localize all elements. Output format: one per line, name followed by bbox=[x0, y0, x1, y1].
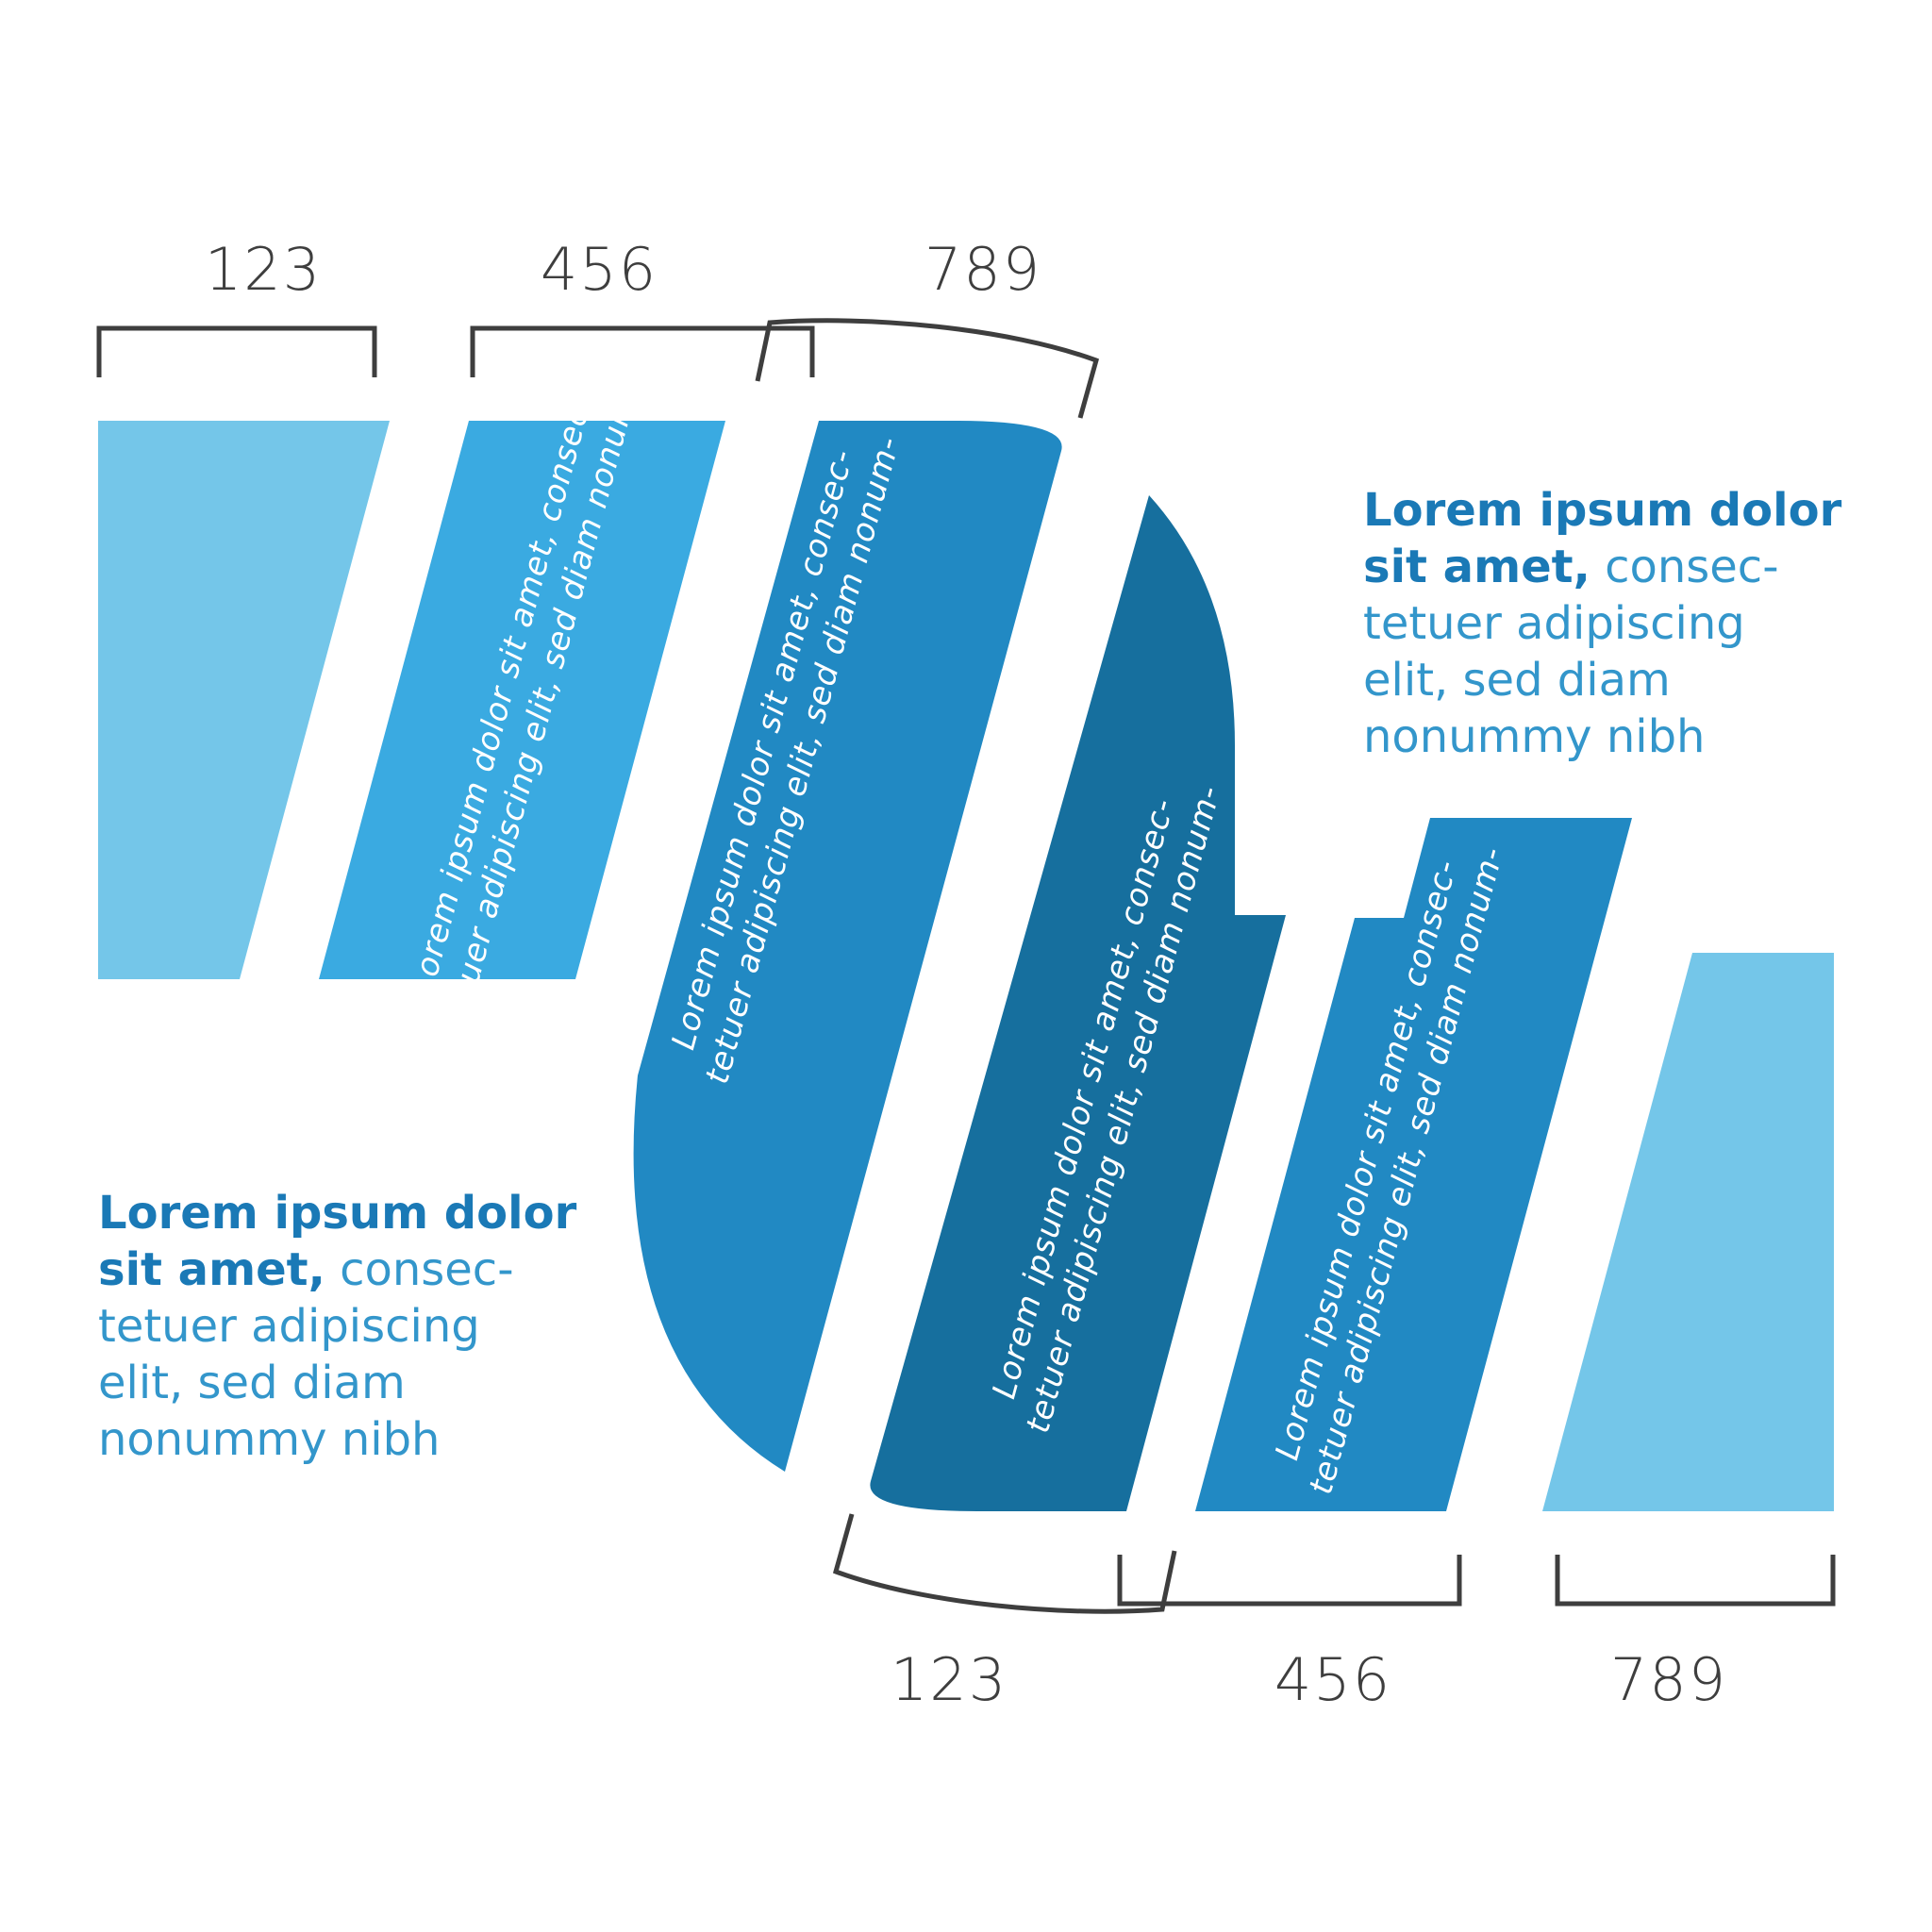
paragraph-line: Lorem ipsum dolor bbox=[98, 1187, 577, 1240]
bar-bottom-789 bbox=[1542, 953, 1834, 1511]
label-top-123: 123 bbox=[204, 235, 323, 304]
bracket-top-789 bbox=[755, 318, 1100, 419]
bracket-bottom-456 bbox=[1117, 1555, 1462, 1607]
bar-bottom-123-fin bbox=[870, 495, 1286, 1511]
paragraph-line: elit, sed diam bbox=[98, 1357, 406, 1409]
paragraph-line: nonummy nibh bbox=[1363, 710, 1706, 763]
bar-top-123 bbox=[98, 421, 390, 979]
label-bottom-123: 123 bbox=[890, 1645, 1008, 1714]
bracket-bottom-123 bbox=[832, 1513, 1177, 1614]
label-top-789: 789 bbox=[924, 235, 1042, 304]
label-bottom-456: 456 bbox=[1274, 1645, 1392, 1714]
paragraph-bottom-left: Lorem ipsum dolor sit amet, consec- tetu… bbox=[98, 1185, 589, 1468]
paragraph-line: sit amet, consec- bbox=[98, 1243, 514, 1296]
paragraph-line: nonummy nibh bbox=[98, 1413, 441, 1466]
bracket-top-456 bbox=[470, 325, 815, 377]
paragraph-line: elit, sed diam bbox=[1363, 654, 1671, 707]
paragraph-line: tetuer adipiscing bbox=[98, 1300, 480, 1353]
paragraph-top-right: Lorem ipsum dolor sit amet, consec- tetu… bbox=[1363, 482, 1854, 765]
paragraph-line: tetuer adipiscing bbox=[1363, 597, 1745, 650]
label-top-456: 456 bbox=[540, 235, 658, 304]
bar-bottom-456 bbox=[1195, 818, 1632, 1511]
bar-top-789-swoosh bbox=[633, 421, 1062, 1472]
paragraph-line: Lorem ipsum dolor bbox=[1363, 484, 1842, 537]
bar-top-456 bbox=[319, 421, 725, 979]
bracket-bottom-789 bbox=[1555, 1555, 1836, 1607]
paragraph-line: sit amet, consec- bbox=[1363, 541, 1779, 593]
label-bottom-789: 789 bbox=[1609, 1645, 1728, 1714]
bracket-top-123 bbox=[96, 325, 377, 377]
